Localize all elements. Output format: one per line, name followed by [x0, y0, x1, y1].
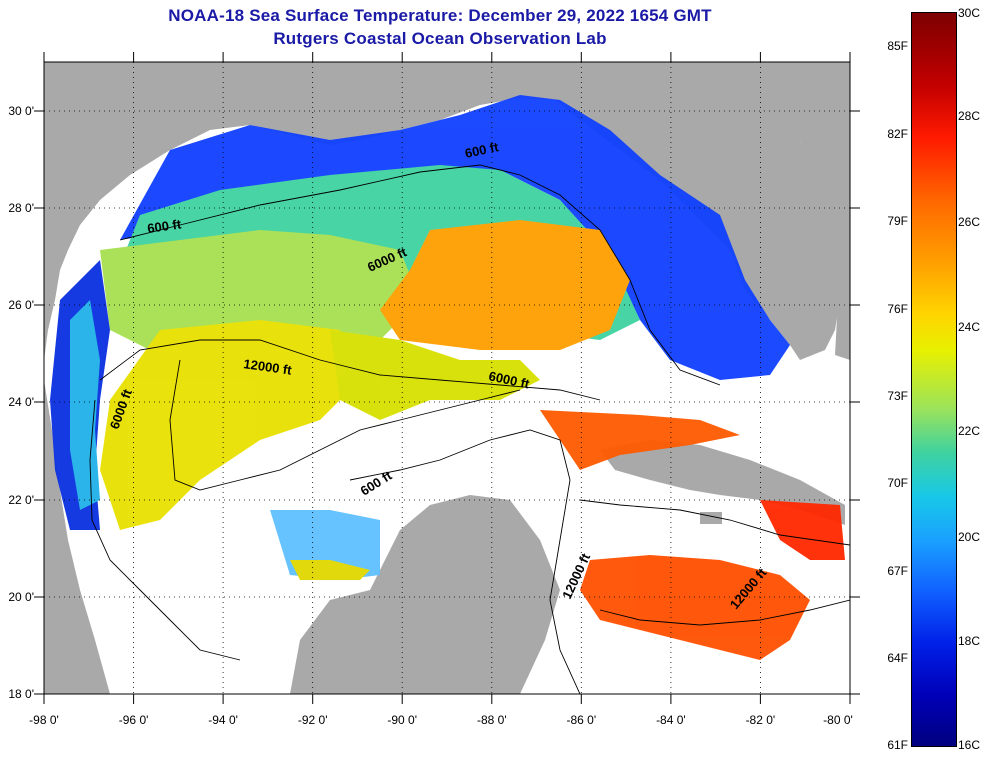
map-frame: [43, 61, 851, 695]
lat-label: 20 0': [8, 590, 34, 604]
contour-label-600ft: 600 ft: [464, 139, 501, 161]
lat-label: 24 0': [8, 395, 34, 409]
lon-label: -88 0': [477, 713, 507, 727]
colorbar-f-label: 79F: [887, 214, 908, 228]
land-mexico: [44, 380, 110, 694]
lat-label: 26 0': [8, 298, 34, 312]
contours: [89, 164, 850, 694]
lon-label: -98 0': [29, 713, 59, 727]
lon-label: -90 0': [387, 713, 417, 727]
colorbar-f-label: 70F: [887, 476, 908, 490]
lon-label: -96 0': [119, 713, 149, 727]
lon-label: -80 0': [823, 713, 853, 727]
title-line-1: NOAA-18 Sea Surface Temperature: Decembe…: [168, 6, 712, 25]
contour-label-12000ft: 12000 ft: [243, 356, 294, 378]
colorbar-f-label: 67F: [887, 564, 908, 578]
gridlines: [44, 62, 850, 694]
colorbar-c-label: 20C: [958, 530, 981, 544]
colorbar-f-label: 85F: [887, 39, 908, 53]
lat-label: 22 0': [8, 493, 34, 507]
colorbar-f-label: 73F: [887, 389, 908, 403]
contour-label-600ft: 600 ft: [146, 216, 182, 236]
colorbar-f-label: 64F: [887, 651, 908, 665]
sst-map: -98 0' -96 0' -94 0' -92 0' -90 0' -88 0…: [8, 52, 860, 727]
land-florida: [780, 62, 850, 360]
colorbar-c-label: 26C: [958, 215, 981, 229]
longitude-labels: -98 0' -96 0' -94 0' -92 0' -90 0' -88 0…: [29, 713, 853, 727]
land-yucatan: [290, 495, 560, 694]
lon-label: -94 0': [208, 713, 238, 727]
colorbar-c-label: 28C: [958, 109, 981, 123]
colorbar-f-label: 61F: [887, 738, 908, 752]
lon-label: -84 0': [656, 713, 686, 727]
lon-label: -82 0': [746, 713, 776, 727]
title-line-2: Rutgers Coastal Ocean Observation Lab: [273, 29, 607, 48]
colorbar-c-label: 16C: [958, 738, 981, 752]
sst-field: [50, 95, 845, 660]
colorbar-c-label: 18C: [958, 634, 981, 648]
colorbar-f-label: 76F: [887, 302, 908, 316]
land-us-mainland: [44, 62, 840, 360]
lon-label: -92 0': [298, 713, 328, 727]
colorbar-c-label: 22C: [958, 424, 981, 438]
lat-label: 18 0': [8, 687, 34, 701]
colorbar-c-label: 30C: [958, 6, 981, 20]
color-scale-bar: [911, 12, 957, 747]
lat-label: 28 0': [8, 201, 34, 215]
lon-label: -86 0': [566, 713, 596, 727]
ticks: [34, 52, 860, 704]
colorbar-f-label: 82F: [887, 127, 908, 141]
lat-label: 30 0': [8, 104, 34, 118]
colorbar-c-label: 24C: [958, 320, 981, 334]
latitude-labels: 30 0' 28 0' 26 0' 24 0' 22 0' 20 0' 18 0…: [8, 104, 34, 701]
